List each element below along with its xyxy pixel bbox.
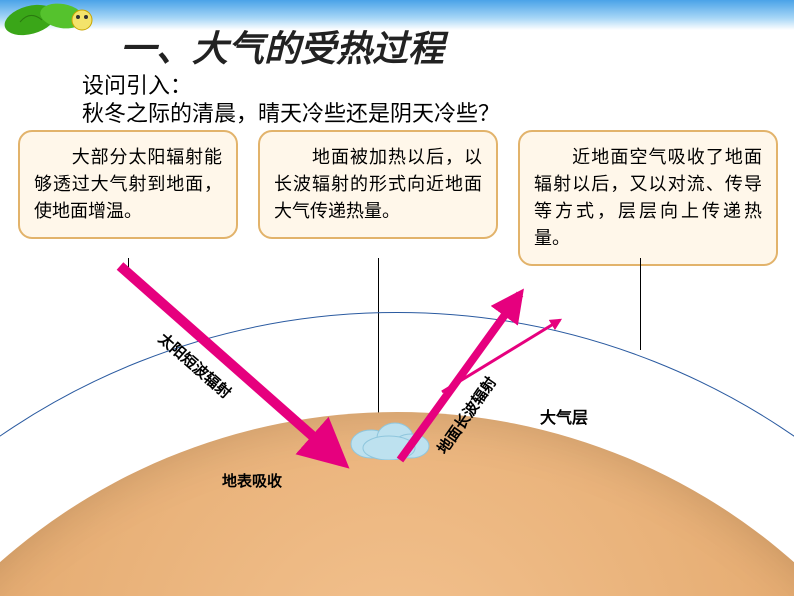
subtitle-line2: 秋冬之际的清晨，晴天冷些还是阴天冷些？ [82,96,500,128]
leaf-decoration [0,0,120,50]
slide-stage: 一、大气的受热过程 设问引入： 秋冬之际的清晨，晴天冷些还是阴天冷些？ 大部分太… [0,0,794,596]
cloud-icon [345,418,435,465]
slide-title: 一、大气的受热过程 [120,20,444,72]
info-box-left: 大部分太阳辐射能够透过大气射到地面，使地面增温。 [18,130,238,239]
label-surface-absorb: 地表吸收 [222,470,282,491]
info-box-right: 近地面空气吸收了地面辐射以后，又以对流、传导等方式，层层向上传递热量。 [518,130,778,266]
connector-left [128,258,129,268]
label-atmosphere: 大气层 [540,404,588,428]
info-box-middle: 地面被加热以后，以长波辐射的形式向近地面大气传递热量。 [258,130,498,239]
connector-right [640,258,641,350]
